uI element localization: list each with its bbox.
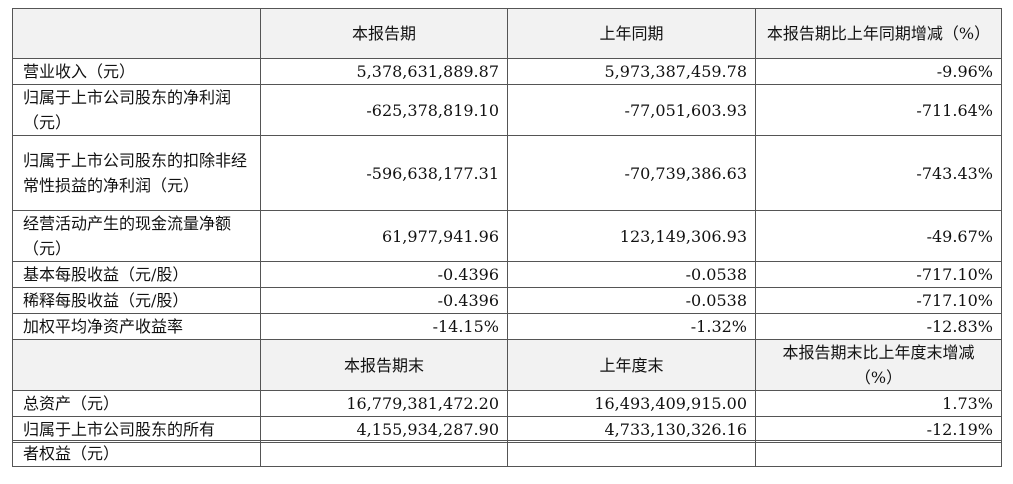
value-cell: -49.67%	[755, 210, 1002, 262]
empty-cell	[12, 8, 261, 59]
value-cell: -0.4396	[260, 261, 508, 288]
value-cell: -711.64%	[755, 84, 1002, 136]
table-row: 归属于上市公司股东的扣除非经常性损益的净利润（元） -596,638,177.31…	[12, 135, 1002, 211]
table-row: 加权平均净资产收益率 -14.15% -1.32% -12.83%	[12, 313, 1002, 340]
value-cell: -0.0538	[507, 287, 756, 314]
continuation-table: 者权益（元）	[12, 440, 1002, 467]
value-cell: -596,638,177.31	[260, 135, 508, 211]
column-header: 本报告期末比上年度末增减（%）	[755, 339, 1002, 391]
empty-cell	[260, 440, 508, 467]
empty-cell	[755, 440, 1002, 467]
financial-table: 本报告期 上年同期 本报告期比上年同期增减（%） 营业收入（元） 5,378,631,8…	[12, 8, 1002, 443]
empty-cell	[507, 440, 756, 467]
value-cell: 61,977,941.96	[260, 210, 508, 262]
header-row: 本报告期 上年同期 本报告期比上年同期增减（%）	[12, 8, 1002, 59]
table-row: 营业收入（元） 5,378,631,889.87 5,973,387,459.78-…	[12, 58, 1002, 85]
value-cell: -12.83%	[755, 313, 1002, 340]
row-label: 稀释每股收益（元/股）	[12, 287, 261, 314]
row-label: 归属于上市公司股东的净利润（元）	[12, 84, 261, 136]
value-cell: -77,051,603.93	[507, 84, 756, 136]
value-cell: -9.96%	[755, 58, 1002, 85]
value-cell: 4,733,130,326.16	[507, 416, 756, 443]
value-cell: -743.43%	[755, 135, 1002, 211]
value-cell: -717.10%	[755, 261, 1002, 288]
value-cell: 5,973,387,459.78	[507, 58, 756, 85]
row-label: 经营活动产生的现金流量净额（元）	[12, 210, 261, 262]
row-label: 基本每股收益（元/股）	[12, 261, 261, 288]
empty-cell	[12, 339, 261, 391]
row-label: 营业收入（元）	[12, 58, 261, 85]
table-row: 归属于上市公司股东的所有 4,155,934,287.90 4,733,130,32…	[12, 416, 1002, 443]
table-row: 基本每股收益（元/股） -0.4396 -0.0538 -717.10%	[12, 261, 1002, 288]
value-cell: 123,149,306.93	[507, 210, 756, 262]
row-label: 归属于上市公司股东的扣除非经常性损益的净利润（元）	[12, 135, 261, 211]
row-label: 加权平均净资产收益率	[12, 313, 261, 340]
value-cell: -1.32%	[507, 313, 756, 340]
column-header: 本报告期比上年同期增减（%）	[755, 8, 1002, 59]
column-header: 本报告期	[260, 8, 508, 59]
value-cell: -12.19%	[755, 416, 1002, 443]
table-row: 者权益（元）	[12, 440, 1002, 467]
value-cell: -14.15%	[260, 313, 508, 340]
table-row: 总资产（元） 16,779,381,472.20 16,493,409,915.00…	[12, 390, 1002, 417]
value-cell: 5,378,631,889.87	[260, 58, 508, 85]
table-row: 归属于上市公司股东的净利润（元） -625,378,819.10 -77,051,6…	[12, 84, 1002, 136]
header-row: 本报告期末 上年度末 本报告期末比上年度末增减（%）	[12, 339, 1002, 391]
value-cell: 1.73%	[755, 390, 1002, 417]
value-cell: -717.10%	[755, 287, 1002, 314]
value-cell: -70,739,386.63	[507, 135, 756, 211]
row-label: 总资产（元）	[12, 390, 261, 417]
column-header: 上年度末	[507, 339, 756, 391]
value-cell: 16,493,409,915.00	[507, 390, 756, 417]
row-label: 归属于上市公司股东的所有	[12, 416, 261, 443]
column-header: 本报告期末	[260, 339, 508, 391]
value-cell: -0.0538	[507, 261, 756, 288]
value-cell: -0.4396	[260, 287, 508, 314]
value-cell: 16,779,381,472.20	[260, 390, 508, 417]
column-header: 上年同期	[507, 8, 756, 59]
value-cell: -625,378,819.10	[260, 84, 508, 136]
table-row: 稀释每股收益（元/股） -0.4396 -0.0538 -717.10%	[12, 287, 1002, 314]
row-label: 者权益（元）	[12, 440, 261, 467]
value-cell: 4,155,934,287.90	[260, 416, 508, 443]
table-row: 经营活动产生的现金流量净额（元） 61,977,941.96 123,149,306…	[12, 210, 1002, 262]
